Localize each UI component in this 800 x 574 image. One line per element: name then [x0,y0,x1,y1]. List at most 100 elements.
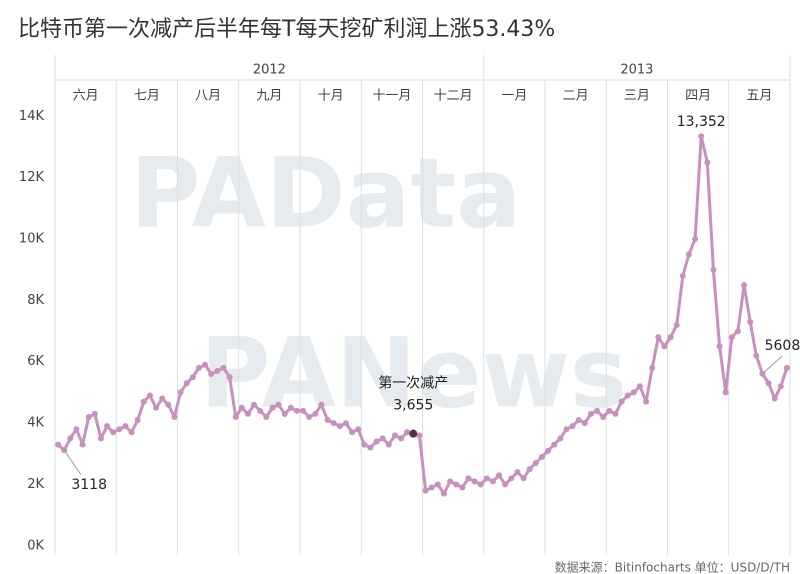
point [447,478,454,485]
year-label: 2013 [620,63,653,78]
point [581,420,588,427]
x-tick-label: 十月 [318,89,344,104]
point [293,407,300,414]
point [373,438,380,445]
point [526,466,533,473]
point [753,352,760,359]
y-tick-label: 4K [27,416,44,431]
point [73,426,80,433]
point [361,441,368,448]
point [685,251,692,258]
point [551,441,558,448]
point [281,410,288,417]
point [153,404,160,411]
point [422,487,429,494]
point [636,383,643,390]
point [55,441,62,448]
source: 数据来源：Bitinfocharts 单位：USD/D/TH [555,560,790,574]
point [765,380,772,387]
point [777,383,784,390]
point [477,481,484,488]
point [722,389,729,396]
point [440,490,447,497]
y-tick-label: 8K [27,293,44,308]
y-tick-label: 2K [27,477,44,492]
point [416,432,423,439]
point [471,478,478,485]
point [538,453,545,460]
point [214,367,221,374]
point [116,426,123,433]
x-tick-label: 十一月 [372,89,411,104]
annotation-label: 3118 [71,477,107,493]
point [692,236,699,243]
point [391,432,398,439]
point [183,380,190,387]
point [532,459,539,466]
x-tick-label: 一月 [501,89,527,104]
point [434,481,441,488]
point [587,410,594,417]
point [275,401,282,408]
point [704,159,711,166]
point [171,413,178,420]
point [575,417,582,424]
point [379,435,386,442]
point [367,444,374,451]
point [342,420,349,427]
point [189,374,196,381]
point [502,481,509,488]
point [238,404,245,411]
point [244,410,251,417]
point [287,404,294,411]
annotation-title: 第一次减产 [378,375,448,392]
x-tick-label: 六月 [73,89,99,104]
point [741,282,748,289]
point [679,272,686,279]
point [269,404,276,411]
point [110,429,117,436]
point [661,343,668,350]
point [643,398,650,405]
point [140,398,147,405]
point [208,371,215,378]
point [734,328,741,335]
point [557,435,564,442]
point [220,364,227,371]
point [232,413,239,420]
annotation-label: 13,352 [677,114,726,130]
y-tick-label: 10K [19,232,45,247]
point [618,398,625,405]
point [349,429,356,436]
point [489,478,496,485]
point [177,389,184,396]
point [649,364,656,371]
point [673,321,680,328]
y-tick-label: 12K [19,170,45,185]
point [728,334,735,341]
y-tick-label: 0K [27,538,44,553]
point [128,429,135,436]
point [104,423,111,430]
x-tick-label: 三月 [624,89,650,104]
point [624,392,631,399]
point [324,417,331,424]
point [698,133,705,140]
point [146,392,153,399]
point [783,364,790,371]
point [226,374,233,381]
point [453,481,460,488]
point [545,447,552,454]
point [85,413,92,420]
leader-line [63,449,82,476]
point [716,343,723,350]
point [404,429,411,436]
point [428,484,435,491]
point [257,407,264,414]
point [612,410,619,417]
point [97,435,104,442]
point [771,395,778,402]
point [385,441,392,448]
point [263,413,270,420]
point [202,361,209,368]
